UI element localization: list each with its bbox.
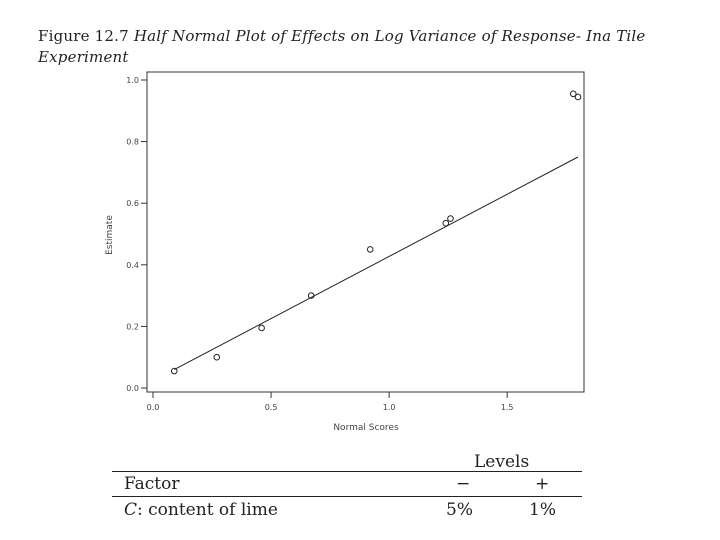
plot-frame — [146, 71, 585, 393]
y-tick-label: 0.2 — [126, 322, 139, 331]
y-tick-label: 0.8 — [126, 138, 139, 147]
figure-title: Half Normal Plot of Effects on Log Varia… — [38, 27, 646, 66]
figure-number: Figure 12.7 — [38, 27, 129, 45]
fit-line — [174, 156, 579, 370]
data-point — [366, 246, 374, 253]
x-tick-label: 1.5 — [501, 403, 514, 412]
plus-header: + — [535, 474, 550, 494]
table-top-rule — [112, 471, 582, 472]
factor-header: Factor — [124, 474, 180, 494]
data-points — [170, 90, 582, 375]
x-tick-label: 0.0 — [147, 403, 160, 412]
levels-header: Levels — [474, 452, 530, 472]
minus-header: − — [456, 474, 471, 494]
y-tick-label: 0.6 — [126, 199, 139, 208]
data-point — [258, 324, 265, 332]
table-header-rule — [112, 496, 582, 497]
data-point — [170, 367, 178, 375]
data-point — [307, 292, 315, 299]
figure-caption: Figure 12.7 Half Normal Plot of Effects … — [38, 26, 688, 68]
data-point — [574, 93, 582, 101]
minus-level: 5% — [446, 500, 473, 520]
y-tick-label: 0.4 — [126, 261, 139, 270]
y-tick-label: 0.0 — [126, 384, 139, 393]
x-tick-label: 1.0 — [383, 403, 396, 412]
data-point — [213, 353, 221, 361]
factor-name: : content of lime — [137, 500, 278, 520]
data-point — [442, 219, 450, 227]
y-axis-label: Estimate — [105, 215, 115, 255]
data-point — [447, 215, 454, 222]
x-axis: 0.0 0.5 1.0 1.5 — [147, 392, 514, 412]
x-tick-label: 0.5 — [265, 403, 278, 412]
x-axis-label: Normal Scores — [333, 423, 399, 433]
data-point — [569, 90, 577, 98]
plus-level: 1% — [529, 500, 556, 520]
table-row: C: content of lime — [124, 500, 278, 520]
y-axis: 0.0 0.2 0.4 0.6 0.8 1.0 — [126, 76, 147, 393]
y-tick-label: 1.0 — [126, 76, 139, 85]
factor-symbol: C — [124, 500, 138, 520]
